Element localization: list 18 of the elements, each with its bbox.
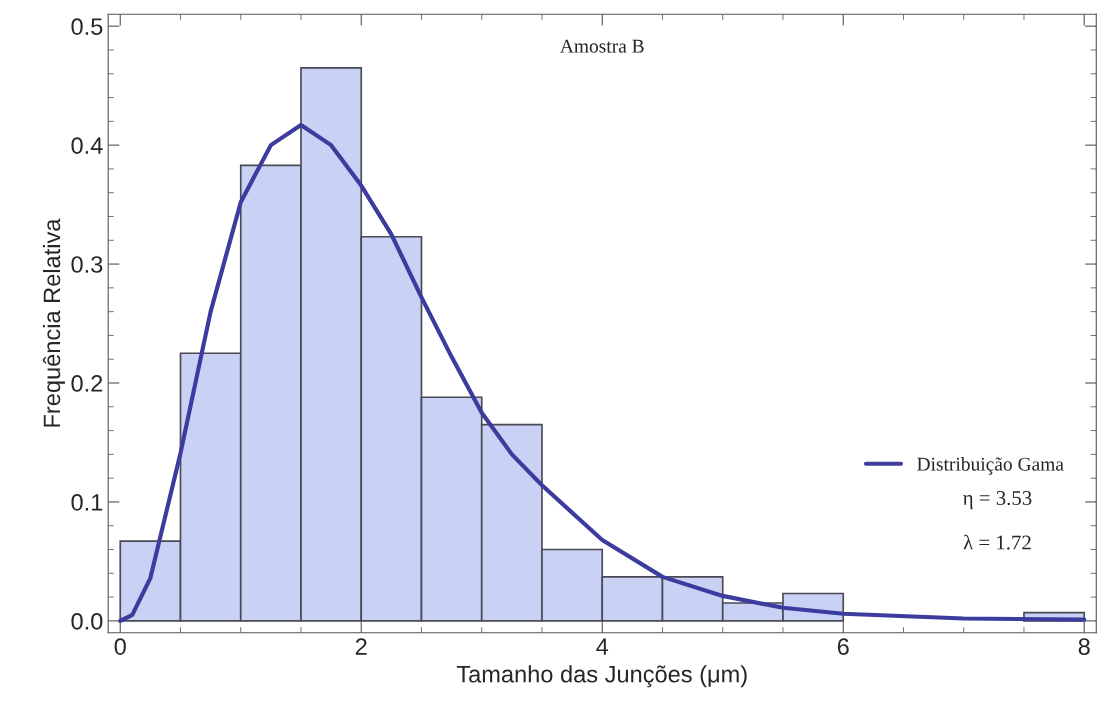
x-tick-label: 6 <box>837 638 849 655</box>
x-tick-label: 8 <box>1078 638 1090 655</box>
y-tick-label: 0.5 <box>71 18 103 35</box>
y-axis-title: Frequência Relativa <box>42 218 65 427</box>
legend-label: Distribuição Gama <box>917 457 1064 475</box>
text: Amostra B <box>560 39 644 53</box>
line-series <box>118 122 1087 623</box>
y-tick-label: 0.0 <box>71 612 103 630</box>
y-tick-label: 0.3 <box>71 256 103 273</box>
x-tick-label: 2 <box>355 638 367 655</box>
x-tick-label: 4 <box>596 638 609 655</box>
annotation: λ = 1.72 <box>963 534 1031 550</box>
y-tick-label: 0.1 <box>71 494 103 511</box>
x-tick-label: 0 <box>114 638 126 655</box>
y-tick-label: 0.2 <box>71 375 103 392</box>
x-axis-title: Tamanho das Junções (μm) <box>456 665 747 688</box>
annotation: η = 3.53 <box>963 491 1032 510</box>
y-tick-label: 0.4 <box>71 137 103 154</box>
